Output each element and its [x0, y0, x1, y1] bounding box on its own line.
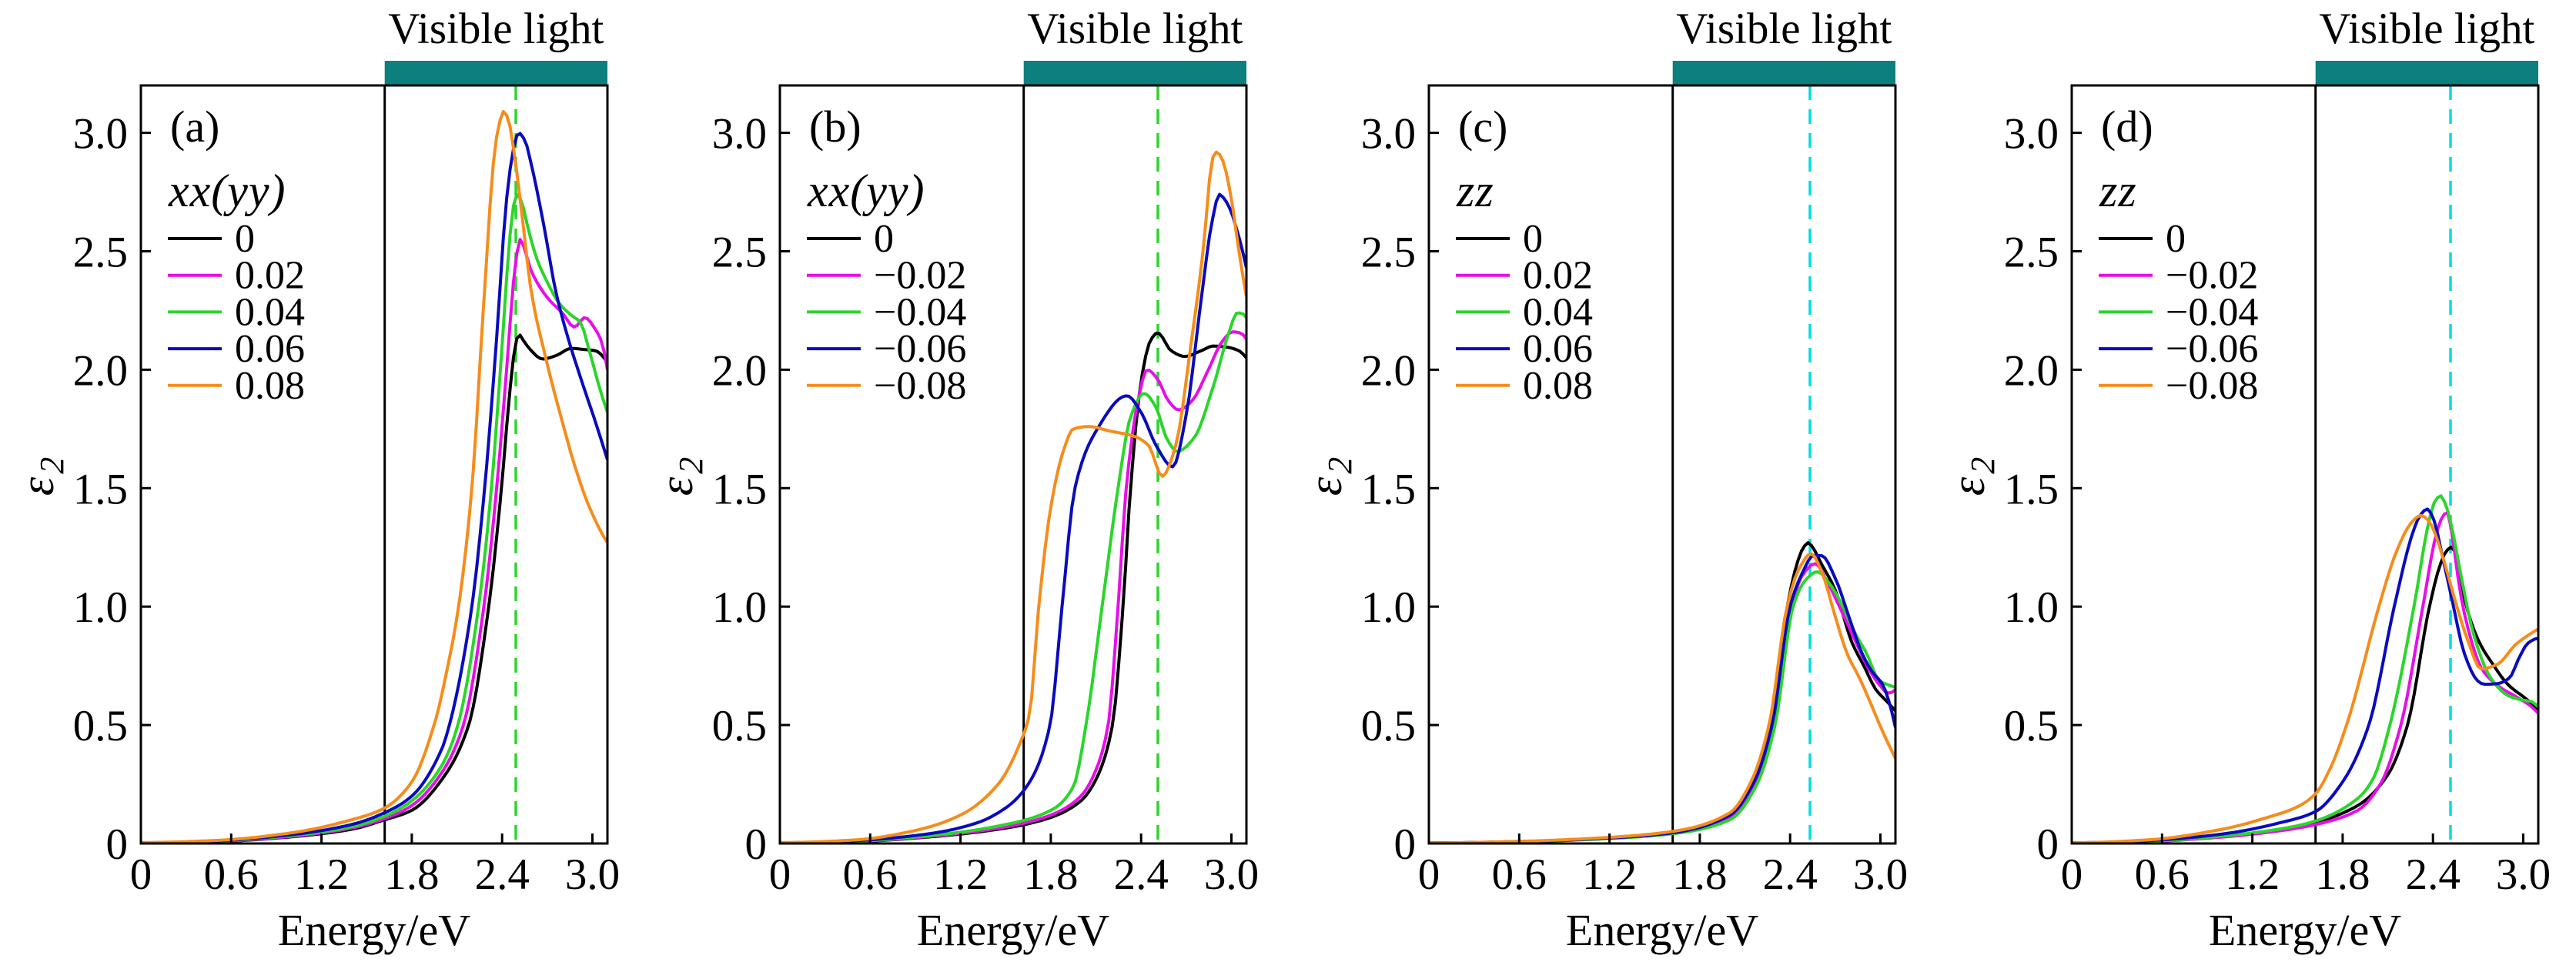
- svg-text:(d): (d): [2101, 102, 2153, 152]
- svg-text:0: 0: [2037, 820, 2059, 869]
- svg-text:0.5: 0.5: [1361, 702, 1416, 750]
- svg-text:1.8: 1.8: [384, 850, 439, 899]
- svg-text:0: 0: [2166, 217, 2186, 261]
- svg-text:0.02: 0.02: [235, 254, 305, 298]
- svg-text:3.0: 3.0: [2004, 110, 2059, 159]
- svg-text:2.4: 2.4: [2406, 850, 2461, 899]
- svg-text:xx(yy): xx(yy): [168, 165, 286, 216]
- svg-text:0: 0: [1394, 820, 1417, 869]
- svg-text:0: 0: [2061, 850, 2083, 899]
- svg-text:1.0: 1.0: [712, 583, 767, 632]
- svg-text:1.8: 1.8: [1672, 850, 1727, 899]
- svg-text:(a): (a): [170, 102, 219, 152]
- svg-text:zz: zz: [2099, 165, 2137, 216]
- svg-text:0.6: 0.6: [1492, 850, 1547, 899]
- svg-text:2.5: 2.5: [712, 229, 767, 277]
- svg-text:−0.04: −0.04: [2166, 290, 2258, 334]
- svg-text:0.02: 0.02: [1523, 254, 1593, 298]
- svg-text:−0.08: −0.08: [874, 364, 966, 408]
- svg-text:ε2: ε2: [12, 454, 71, 496]
- svg-text:2.4: 2.4: [475, 850, 530, 899]
- svg-text:2.0: 2.0: [73, 346, 128, 395]
- svg-text:0.08: 0.08: [1523, 364, 1593, 408]
- svg-text:0: 0: [745, 820, 768, 869]
- svg-text:2.4: 2.4: [1763, 850, 1818, 899]
- svg-text:1.0: 1.0: [73, 583, 128, 632]
- svg-text:1.0: 1.0: [2004, 583, 2059, 632]
- svg-text:(b): (b): [809, 102, 861, 152]
- svg-text:1.5: 1.5: [712, 465, 767, 513]
- svg-text:1.8: 1.8: [2315, 850, 2370, 899]
- svg-text:0.5: 0.5: [2004, 702, 2059, 750]
- svg-text:xx(yy): xx(yy): [807, 165, 925, 216]
- svg-text:1.2: 1.2: [933, 850, 988, 899]
- svg-text:2.0: 2.0: [712, 346, 767, 395]
- svg-text:3.0: 3.0: [2496, 850, 2551, 899]
- svg-text:Visible light: Visible light: [2319, 5, 2534, 53]
- svg-text:0.04: 0.04: [235, 290, 305, 334]
- svg-text:2.4: 2.4: [1114, 850, 1169, 899]
- svg-text:1.5: 1.5: [73, 465, 128, 513]
- svg-text:3.0: 3.0: [1361, 110, 1416, 159]
- svg-text:1.5: 1.5: [1361, 465, 1416, 513]
- svg-text:Visible light: Visible light: [388, 5, 604, 53]
- svg-text:1.0: 1.0: [1361, 583, 1416, 632]
- svg-text:0: 0: [874, 217, 894, 261]
- svg-text:−0.02: −0.02: [874, 254, 966, 298]
- svg-text:zz: zz: [1456, 165, 1494, 216]
- svg-text:1.2: 1.2: [2225, 850, 2280, 899]
- svg-text:0.6: 0.6: [843, 850, 898, 899]
- svg-text:0: 0: [1418, 850, 1440, 899]
- svg-text:2.5: 2.5: [1361, 229, 1416, 277]
- svg-text:1.2: 1.2: [1582, 850, 1637, 899]
- svg-text:1.2: 1.2: [294, 850, 349, 899]
- svg-text:Energy/eV: Energy/eV: [917, 905, 1109, 955]
- svg-text:3.0: 3.0: [73, 110, 128, 159]
- svg-text:0: 0: [769, 850, 791, 899]
- svg-text:2.5: 2.5: [73, 229, 128, 277]
- svg-text:3.0: 3.0: [712, 110, 767, 159]
- svg-text:−0.06: −0.06: [874, 327, 966, 371]
- svg-text:1.5: 1.5: [2004, 465, 2059, 513]
- svg-text:2.0: 2.0: [2004, 346, 2059, 395]
- svg-text:−0.04: −0.04: [874, 290, 966, 334]
- svg-text:0: 0: [235, 217, 255, 261]
- svg-text:Visible light: Visible light: [1027, 5, 1243, 53]
- svg-text:2.0: 2.0: [1361, 346, 1416, 395]
- svg-text:0.06: 0.06: [235, 327, 305, 371]
- svg-text:0.5: 0.5: [712, 702, 767, 750]
- svg-text:0.06: 0.06: [1523, 327, 1593, 371]
- svg-text:0.6: 0.6: [204, 850, 259, 899]
- svg-text:Visible light: Visible light: [1676, 5, 1892, 53]
- svg-text:−0.08: −0.08: [2166, 364, 2258, 408]
- svg-text:Energy/eV: Energy/eV: [278, 905, 470, 955]
- svg-text:3.0: 3.0: [565, 850, 620, 899]
- svg-text:Energy/eV: Energy/eV: [1566, 905, 1758, 955]
- svg-text:0.08: 0.08: [235, 364, 305, 408]
- svg-text:3.0: 3.0: [1853, 850, 1908, 899]
- svg-text:0.6: 0.6: [2135, 850, 2190, 899]
- svg-text:0: 0: [130, 850, 152, 899]
- svg-text:−0.06: −0.06: [2166, 327, 2258, 371]
- svg-text:2.5: 2.5: [2004, 229, 2059, 277]
- svg-text:(c): (c): [1458, 102, 1507, 152]
- svg-text:3.0: 3.0: [1204, 850, 1259, 899]
- svg-text:Energy/eV: Energy/eV: [2209, 905, 2401, 955]
- svg-text:0.5: 0.5: [73, 702, 128, 750]
- svg-text:0: 0: [1523, 217, 1543, 261]
- svg-text:1.8: 1.8: [1023, 850, 1078, 899]
- svg-text:0: 0: [106, 820, 129, 869]
- svg-text:0.04: 0.04: [1523, 290, 1593, 334]
- svg-text:−0.02: −0.02: [2166, 254, 2258, 298]
